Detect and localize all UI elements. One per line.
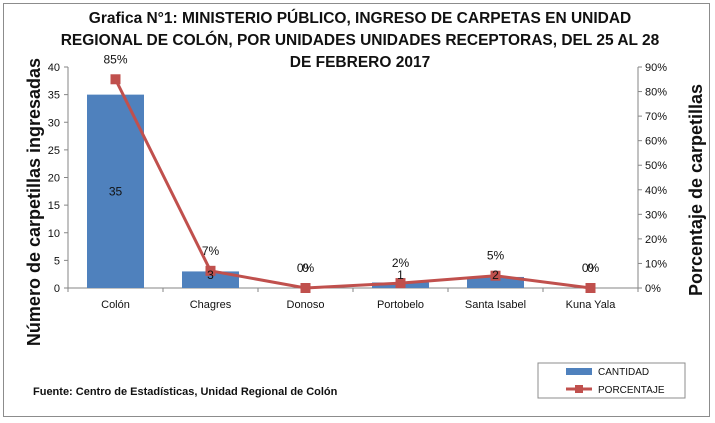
line-marker (205, 265, 216, 276)
y-tick-label: 35 (48, 90, 60, 102)
y2-tick-label: 20% (645, 234, 667, 246)
x-tick-label: Kuna Yala (566, 299, 617, 311)
y-tick-label: 0 (54, 283, 60, 295)
bar-data-label: 3 (207, 268, 214, 282)
y-tick-label: 10 (48, 228, 60, 240)
y-tick-label: 15 (48, 200, 60, 212)
line-marker (490, 270, 501, 281)
x-tick-label: Santa Isabel (465, 299, 526, 311)
bar (467, 276, 524, 288)
y2-tick-label: 40% (645, 185, 667, 197)
legend-label-porcentaje: PORCENTAJE (598, 385, 665, 396)
y2-tick-label: 80% (645, 87, 667, 99)
legend-box (537, 362, 686, 399)
line-data-label: 5% (487, 249, 505, 263)
y-axis-title: Número de carpetillas ingresadas (24, 58, 44, 346)
y2-axis-title: Porcentaje de carpetillas (686, 84, 706, 296)
y2-tick-label: 90% (645, 62, 667, 74)
bar-data-label: 1 (397, 268, 404, 282)
y-tick-label: 40 (48, 62, 60, 74)
line-data-label: 2% (392, 256, 410, 270)
legend-label-cantidad: CANTIDAD (598, 367, 649, 378)
bar-data-label: 0 (302, 261, 309, 275)
line-data-label: 85% (103, 52, 127, 66)
y-tick-label: 20 (48, 173, 60, 185)
y-tick-label: 30 (48, 117, 60, 129)
line-marker (110, 74, 121, 85)
legend-swatch-cantidad (566, 368, 592, 375)
bar-data-label: 0 (587, 261, 594, 275)
y2-tick-label: 60% (645, 136, 667, 148)
line-series (114, 78, 591, 290)
bar-data-label: 2 (492, 268, 499, 282)
line-marker (395, 278, 406, 289)
bar-data-label: 35 (109, 184, 123, 198)
y2-tick-label: 30% (645, 209, 667, 221)
y2-tick-label: 10% (645, 258, 667, 270)
bar (87, 94, 144, 288)
line-data-label: 0% (582, 261, 600, 275)
y2-tick-label: 50% (645, 160, 667, 172)
y2-tick-label: 0% (645, 283, 661, 295)
chart-title: Grafica N°1: MINISTERIO PÚBLICO, INGRESO… (60, 10, 660, 71)
bar (182, 271, 239, 288)
x-tick-label: Portobelo (377, 299, 424, 311)
line-marker (585, 283, 596, 293)
y2-tick-label: 70% (645, 111, 667, 123)
line-marker (300, 283, 311, 293)
x-tick-label: Donoso (287, 299, 325, 311)
x-tick-label: Colón (101, 299, 130, 311)
x-tick-label: Chagres (190, 299, 232, 311)
y-tick-label: 5 (54, 255, 60, 267)
source-note: Fuente: Centro de Estadísticas, Unidad R… (33, 386, 338, 398)
y-tick-label: 25 (48, 145, 60, 157)
line-data-label: 0% (297, 261, 315, 275)
line-data-label: 7% (202, 244, 220, 258)
legend-marker-porcentaje (575, 385, 583, 393)
